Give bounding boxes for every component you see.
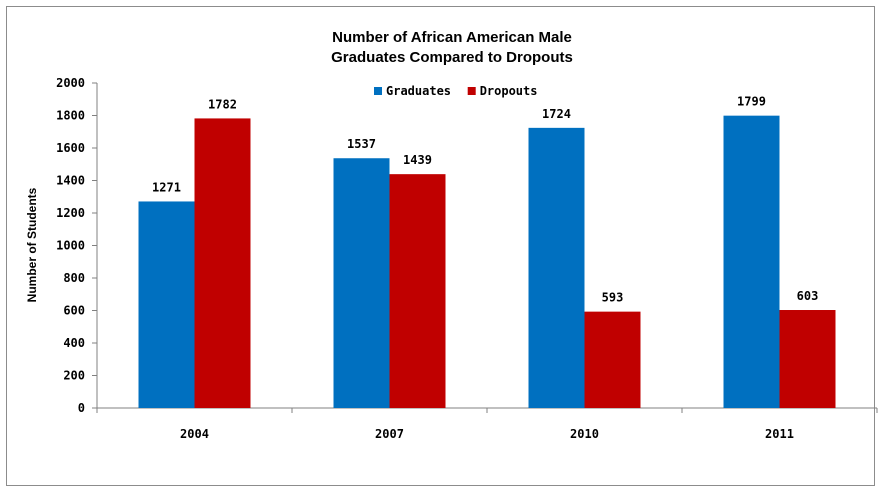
data-label-graduates-2010: 1724: [542, 107, 571, 121]
y-axis-label: Number of Students: [25, 187, 39, 302]
bar-dropouts-2007: [389, 174, 446, 408]
data-label-dropouts-2010: 593: [602, 291, 624, 305]
y-tick-label: 600: [63, 304, 85, 318]
legend-label-graduates: Graduates: [386, 84, 451, 98]
bars: 1271 1782 1537 1439 1724 593 1799 603: [138, 95, 836, 409]
data-label-graduates-2011: 1799: [737, 95, 766, 109]
y-tick-label: 1000: [56, 239, 85, 253]
y-tick-label: 1200: [56, 206, 85, 220]
bar-graduates-2007: [333, 158, 390, 408]
x-tick-label: 2004: [180, 427, 209, 441]
chart-title-line-2: Graduates Compared to Dropouts: [331, 49, 573, 66]
y-tick-label: 1400: [56, 174, 85, 188]
chart-title-line-1: Number of African American Male: [332, 29, 572, 46]
y-tick-label: 200: [63, 369, 85, 383]
bar-graduates-2010: [528, 127, 585, 408]
data-label-dropouts-2011: 603: [797, 289, 819, 303]
bar-dropouts-2004: [194, 118, 251, 409]
y-tick-label: 1800: [56, 109, 85, 123]
legend-label-dropouts: Dropouts: [480, 84, 538, 98]
y-tick-label: 400: [63, 336, 85, 350]
bar-graduates-2011: [723, 115, 780, 408]
x-tick-label: 2007: [375, 427, 404, 441]
legend-swatch-graduates: [374, 87, 382, 95]
bar-graduates-2004: [138, 201, 195, 408]
x-tick-label: 2011: [765, 427, 794, 441]
y-tick-label: 1600: [56, 141, 85, 155]
legend-swatch-dropouts: [467, 87, 476, 95]
y-tick-label: 800: [63, 271, 85, 285]
data-label-graduates-2004: 1271: [152, 180, 181, 194]
data-label-dropouts-2007: 1439: [403, 153, 432, 167]
y-tick-label: 0: [78, 401, 85, 415]
bar-dropouts-2010: [584, 311, 641, 408]
y-tick-label: 2000: [56, 76, 85, 90]
legend: Graduates Dropouts: [374, 84, 537, 98]
data-label-dropouts-2004: 1782: [208, 97, 237, 111]
data-label-graduates-2007: 1537: [347, 137, 376, 151]
bar-dropouts-2011: [779, 310, 836, 408]
x-tick-label: 2010: [570, 427, 599, 441]
